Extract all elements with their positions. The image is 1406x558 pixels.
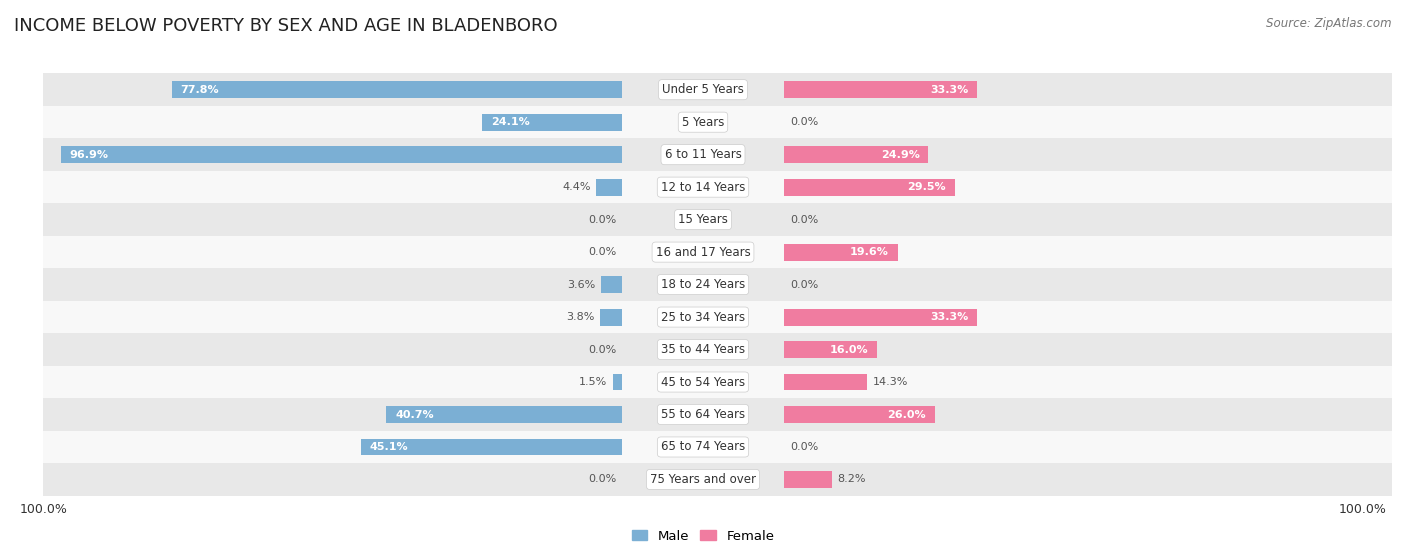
Text: 55 to 64 Years: 55 to 64 Years — [661, 408, 745, 421]
Bar — [785, 81, 977, 98]
Bar — [785, 471, 831, 488]
Bar — [44, 171, 1406, 203]
Text: 96.9%: 96.9% — [70, 150, 108, 160]
Text: 75 Years and over: 75 Years and over — [650, 473, 756, 486]
Bar — [172, 81, 621, 98]
Bar — [600, 309, 621, 325]
Bar — [785, 309, 977, 325]
Bar — [785, 146, 928, 163]
Text: 0.0%: 0.0% — [588, 247, 616, 257]
Text: 14.3%: 14.3% — [873, 377, 908, 387]
Bar — [785, 244, 897, 261]
Bar — [44, 463, 1406, 496]
Legend: Male, Female: Male, Female — [626, 525, 780, 548]
Text: 1.5%: 1.5% — [579, 377, 607, 387]
Text: 19.6%: 19.6% — [851, 247, 889, 257]
Text: 100.0%: 100.0% — [20, 503, 67, 516]
Bar — [44, 301, 1406, 333]
Bar — [44, 203, 1406, 236]
Text: 26.0%: 26.0% — [887, 410, 927, 420]
Bar — [361, 439, 621, 455]
Text: Source: ZipAtlas.com: Source: ZipAtlas.com — [1267, 17, 1392, 30]
Text: 24.1%: 24.1% — [491, 117, 530, 127]
Text: 45 to 54 Years: 45 to 54 Years — [661, 376, 745, 388]
Text: 4.4%: 4.4% — [562, 182, 591, 192]
Text: 12 to 14 Years: 12 to 14 Years — [661, 181, 745, 194]
Text: 100.0%: 100.0% — [1339, 503, 1386, 516]
Text: 24.9%: 24.9% — [880, 150, 920, 160]
Text: 0.0%: 0.0% — [790, 280, 818, 290]
Text: 3.8%: 3.8% — [565, 312, 595, 322]
Bar — [44, 431, 1406, 463]
Text: 6 to 11 Years: 6 to 11 Years — [665, 148, 741, 161]
Bar — [60, 146, 621, 163]
Bar — [44, 138, 1406, 171]
Bar — [44, 236, 1406, 268]
Text: 40.7%: 40.7% — [395, 410, 433, 420]
Bar — [613, 373, 621, 391]
Text: 25 to 34 Years: 25 to 34 Years — [661, 311, 745, 324]
Text: 15 Years: 15 Years — [678, 213, 728, 226]
Text: 0.0%: 0.0% — [790, 215, 818, 225]
Text: 18 to 24 Years: 18 to 24 Years — [661, 278, 745, 291]
Bar — [482, 114, 621, 131]
Bar — [785, 373, 868, 391]
Text: 3.6%: 3.6% — [567, 280, 595, 290]
Text: 16.0%: 16.0% — [830, 344, 868, 354]
Bar — [44, 268, 1406, 301]
Bar — [596, 179, 621, 196]
Text: 0.0%: 0.0% — [790, 442, 818, 452]
Text: 16 and 17 Years: 16 and 17 Years — [655, 246, 751, 258]
Text: INCOME BELOW POVERTY BY SEX AND AGE IN BLADENBORO: INCOME BELOW POVERTY BY SEX AND AGE IN B… — [14, 17, 558, 35]
Bar — [44, 398, 1406, 431]
Bar — [387, 406, 621, 423]
Text: 0.0%: 0.0% — [588, 474, 616, 484]
Bar — [44, 74, 1406, 106]
Text: 5 Years: 5 Years — [682, 116, 724, 129]
Bar — [602, 276, 621, 293]
Bar — [785, 179, 955, 196]
Text: 77.8%: 77.8% — [180, 85, 219, 95]
Text: 0.0%: 0.0% — [790, 117, 818, 127]
Text: 35 to 44 Years: 35 to 44 Years — [661, 343, 745, 356]
Text: 33.3%: 33.3% — [929, 312, 969, 322]
Text: 0.0%: 0.0% — [588, 344, 616, 354]
Bar — [44, 106, 1406, 138]
Bar — [785, 406, 935, 423]
Bar — [44, 366, 1406, 398]
Text: 8.2%: 8.2% — [838, 474, 866, 484]
Text: 29.5%: 29.5% — [907, 182, 946, 192]
Text: 0.0%: 0.0% — [588, 215, 616, 225]
Text: 33.3%: 33.3% — [929, 85, 969, 95]
Text: Under 5 Years: Under 5 Years — [662, 83, 744, 96]
Text: 65 to 74 Years: 65 to 74 Years — [661, 440, 745, 454]
Text: 45.1%: 45.1% — [370, 442, 408, 452]
Bar — [44, 333, 1406, 366]
Bar — [785, 341, 877, 358]
